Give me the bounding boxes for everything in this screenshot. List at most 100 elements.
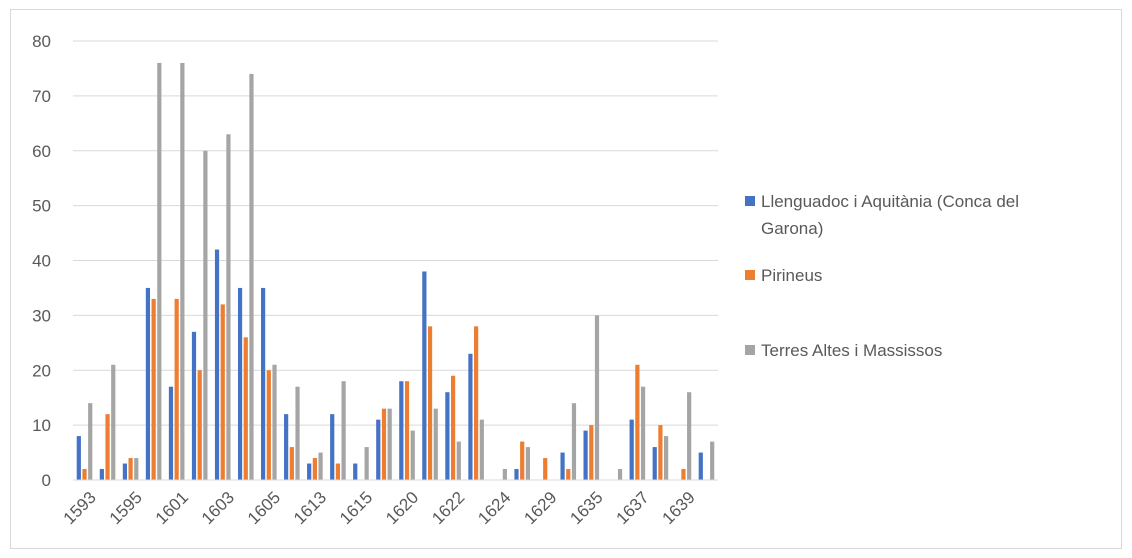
bar-1625-series-3 [525,447,530,480]
y-tick-label-70: 70 [32,87,51,106]
bar-1595-series-3 [134,458,139,480]
bar-1593-series-1 [76,436,81,480]
bar-1638-series-2 [658,425,663,480]
bar-1635-series-1 [583,430,588,480]
bar-1623-series-1 [468,353,473,480]
bar-1637-series-1 [629,419,634,480]
bar-1615-series-3 [364,447,369,480]
bar-1639-series-3 [687,392,692,480]
x-tick-label-1624: 1624 [474,488,514,528]
y-tick-label-60: 60 [32,142,51,161]
bar-1635-series-3 [594,315,600,480]
bar-1638-series-1 [652,447,657,480]
bar-1600-series-2 [151,298,156,480]
bar-1621-series-2 [427,326,433,480]
bar-1630-series-2 [566,469,571,480]
x-tick-label-1629: 1629 [520,488,560,528]
bar-1594-series-3 [111,364,116,480]
bar-1602-series-2 [197,370,202,480]
y-tick-label-0: 0 [42,471,51,490]
bar-1625-series-2 [520,441,525,480]
bars [76,62,715,481]
x-tick-label-1620: 1620 [382,488,422,528]
bar-1621-series-3 [433,408,438,480]
bar-1621-series-1 [422,271,427,480]
legend-label-llenguadoc-line2: Garona) [761,219,823,238]
y-axis-ticks: 0 10 20 30 40 50 60 70 80 [32,32,51,490]
bar-1595-series-2 [128,458,133,480]
bar-1637-series-2 [635,364,640,480]
x-tick-label-1639: 1639 [659,488,699,528]
bar-1622-series-1 [445,392,450,480]
y-tick-label-30: 30 [32,306,51,325]
x-tick-label-1637: 1637 [613,488,653,528]
bar-1594-series-1 [99,469,104,480]
x-tick-label-1605: 1605 [244,488,284,528]
bar-1624-series-3 [502,469,507,480]
bar-1614-series-3 [341,381,346,480]
bar-1593-series-3 [88,403,93,480]
bar-1636-series-3 [617,469,623,480]
bar-1637-series-3 [640,386,646,480]
bar-1630-series-3 [571,403,577,480]
y-tick-label-20: 20 [32,361,51,380]
x-axis-ticks: 1593 1595 1601 1603 1605 1613 1615 1620 1622 1624… [60,488,699,528]
bar-1614-series-1 [330,414,335,480]
bar-1613-series-1 [307,463,312,480]
bar-1623-series-2 [474,326,479,480]
bar-1639-series-2 [681,469,686,480]
bar-1630-series-1 [560,452,565,480]
x-tick-label-1635: 1635 [566,488,606,528]
legend: Llenguadoc i Aquitània (Conca del Garona… [745,192,1019,360]
bar-1600-series-1 [145,287,151,480]
bar-1640-series-1 [698,452,703,480]
bar-1613-series-2 [312,458,317,480]
bar-1613-series-3 [318,452,323,480]
bar-1593-series-2 [82,469,87,480]
legend-swatch-terres-altes [745,345,755,355]
bar-1616-series-3 [387,408,392,480]
bar-1600-series-3 [157,62,162,480]
bar-1603-series-2 [220,304,225,480]
x-tick-label-1615: 1615 [336,488,376,528]
bar-1614-series-2 [335,463,341,480]
y-tick-label-80: 80 [32,32,51,51]
bar-1629-series-2 [543,458,548,480]
bar-1622-series-3 [456,441,461,480]
bar-1612-series-2 [289,447,294,480]
x-tick-label-1613: 1613 [290,488,330,528]
chart-frame: 0 10 20 30 40 50 60 70 80 1593 1595 1601 1603 1605 16… [10,9,1122,549]
bar-1602-series-3 [203,150,208,480]
bar-1638-series-3 [664,436,669,480]
y-tick-label-10: 10 [32,416,51,435]
bar-1622-series-2 [450,375,456,480]
x-tick-label-1601: 1601 [152,488,192,528]
bar-1605-series-2 [266,370,271,480]
bar-1620-series-3 [410,430,415,480]
bar-1602-series-1 [191,331,197,480]
bar-1603-series-1 [214,249,220,480]
bar-1640-series-3 [710,441,715,480]
bar-1604-series-3 [249,73,254,481]
bar-1612-series-3 [295,386,300,480]
bar-1601-series-3 [180,62,185,480]
bar-1605-series-3 [272,364,277,480]
legend-swatch-pirineus [745,270,755,280]
bar-1594-series-2 [105,414,110,480]
x-tick-label-1595: 1595 [106,488,146,528]
bar-1620-series-1 [399,381,404,480]
bar-1620-series-2 [404,381,410,480]
bar-1623-series-3 [479,419,484,480]
bar-1612-series-1 [284,414,289,480]
bar-1604-series-2 [243,337,248,480]
bar-1635-series-2 [589,425,594,480]
x-tick-label-1603: 1603 [198,488,238,528]
bar-1595-series-1 [122,463,127,480]
bar-1615-series-1 [353,463,358,480]
x-tick-label-1593: 1593 [60,488,100,528]
bar-1601-series-1 [168,386,174,480]
bar-1616-series-1 [376,419,381,480]
bar-1603-series-3 [226,134,231,480]
legend-label-pirineus: Pirineus [761,266,822,285]
legend-label-terres-altes: Terres Altes i Massissos [761,341,942,360]
